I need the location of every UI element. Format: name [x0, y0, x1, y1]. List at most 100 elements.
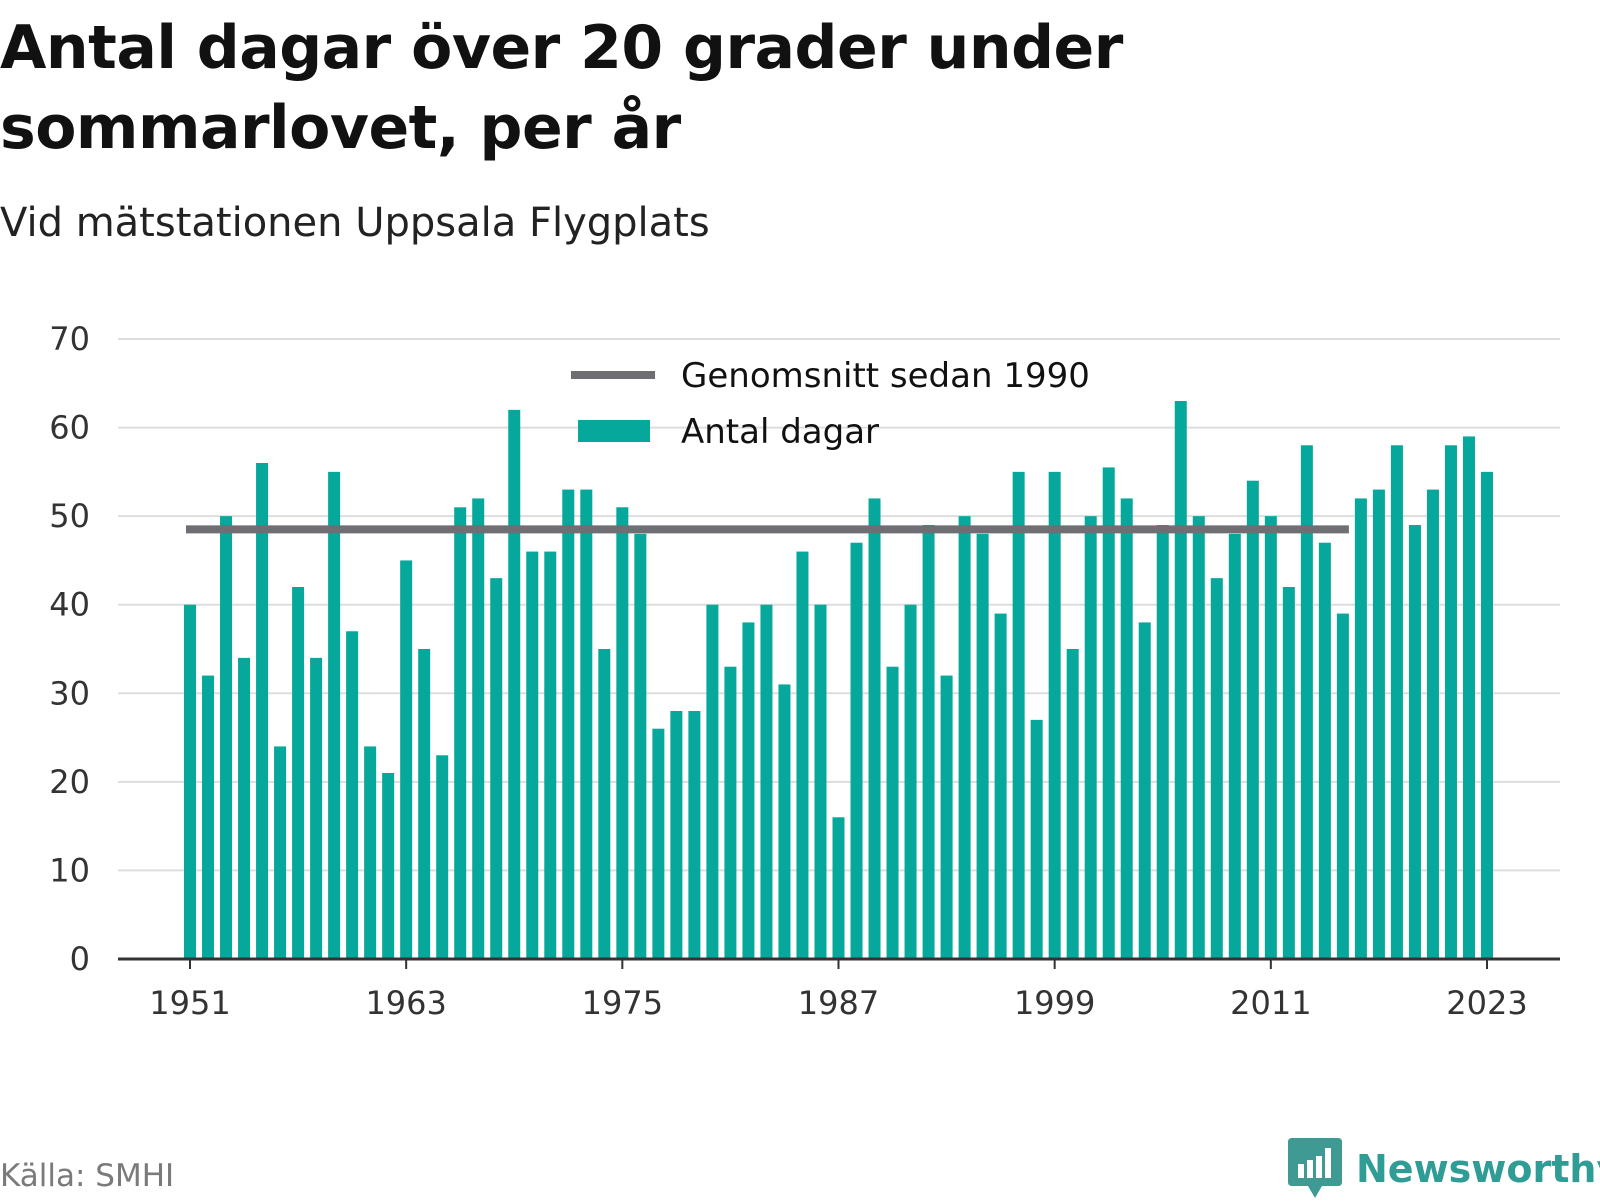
legend-average-label: Genomsnitt sedan 1990	[681, 356, 1090, 396]
bar	[688, 711, 701, 959]
bar	[1156, 525, 1169, 959]
bar	[958, 516, 971, 959]
bar	[310, 657, 323, 959]
brand-logo: Newsworthy	[1288, 1137, 1600, 1201]
bar	[454, 507, 467, 959]
x-tick-label: 1963	[365, 984, 446, 1022]
y-axis-ticks: 0 10 20 30 40 50 60 70	[49, 320, 90, 978]
x-tick-label: 1951	[149, 984, 230, 1022]
bar	[1481, 471, 1493, 959]
bar	[400, 560, 413, 959]
bar	[436, 755, 449, 959]
bar	[976, 533, 989, 959]
bar	[1012, 471, 1025, 959]
bar	[904, 604, 917, 959]
bar	[814, 604, 827, 959]
bar	[850, 542, 863, 959]
bar	[1084, 516, 1097, 959]
y-tick-label: 40	[49, 586, 90, 624]
y-tick-label: 0	[70, 940, 90, 978]
bar	[1210, 578, 1223, 959]
bar	[1066, 649, 1079, 959]
bar	[778, 684, 791, 959]
bar	[1048, 471, 1061, 959]
bar	[706, 604, 719, 959]
bar	[238, 657, 251, 959]
bar	[544, 551, 557, 959]
bar	[1426, 489, 1439, 959]
y-tick-label: 70	[49, 320, 90, 358]
bar	[1102, 467, 1115, 959]
x-axis: 1951 1963 1975 1987 1999 2011 2023	[118, 957, 1560, 1022]
legend-bar-label: Antal dagar	[681, 412, 879, 452]
bar	[1336, 613, 1349, 959]
brand-name: Newsworthy	[1356, 1147, 1600, 1191]
bar	[1462, 436, 1475, 959]
bar	[724, 666, 737, 959]
bar	[364, 746, 377, 959]
bar	[796, 551, 809, 959]
bar	[328, 471, 341, 959]
bar	[256, 463, 269, 959]
y-tick-label: 10	[49, 851, 90, 889]
bar	[274, 746, 287, 959]
bar	[868, 498, 881, 959]
bar	[562, 489, 575, 959]
bar	[598, 649, 611, 959]
bar	[1354, 498, 1367, 959]
bar	[940, 675, 953, 959]
bar	[580, 489, 593, 959]
bar	[652, 728, 665, 959]
bar	[418, 649, 431, 959]
y-tick-label: 20	[49, 763, 90, 801]
bar	[526, 551, 539, 959]
x-tick-label: 1975	[582, 984, 663, 1022]
bar	[832, 817, 845, 959]
bar-chart-speech-bubble-icon	[1288, 1138, 1342, 1198]
bar	[1372, 489, 1385, 959]
x-tick-label: 1987	[798, 984, 879, 1022]
bar	[1282, 587, 1295, 959]
bar	[886, 666, 899, 959]
bar	[1192, 516, 1205, 959]
bar	[490, 578, 503, 959]
x-tick-label: 2023	[1446, 984, 1527, 1022]
bar	[220, 516, 233, 959]
x-tick-label: 1999	[1014, 984, 1095, 1022]
bars	[184, 401, 1493, 959]
source-note: Källa: SMHI	[0, 1158, 175, 1194]
bar	[634, 533, 647, 959]
bar	[508, 409, 521, 959]
bar	[1318, 542, 1331, 959]
bar	[1228, 533, 1241, 959]
bar	[382, 773, 395, 959]
bar	[670, 711, 683, 959]
x-tick-label: 2011	[1230, 984, 1311, 1022]
y-tick-label: 60	[49, 409, 90, 447]
y-tick-label: 30	[49, 674, 90, 712]
bar	[1390, 445, 1403, 959]
bar	[1030, 719, 1043, 959]
bar	[922, 525, 935, 959]
bar	[1246, 480, 1259, 959]
bar	[616, 507, 629, 959]
bar	[472, 498, 485, 959]
bar	[1264, 516, 1277, 959]
bar	[292, 587, 305, 959]
bar	[1174, 401, 1187, 959]
bar	[202, 675, 215, 959]
bar	[742, 622, 755, 959]
y-tick-label: 50	[49, 497, 90, 535]
bar	[994, 613, 1007, 959]
chart-title: Antal dagar över 20 grader under sommarl…	[0, 13, 1123, 163]
bar	[1444, 445, 1457, 959]
bar	[1300, 445, 1313, 959]
legend-bar-swatch	[578, 420, 650, 442]
bar	[760, 604, 773, 959]
bar	[184, 604, 196, 959]
chart-subtitle: Vid mätstationen Uppsala Flygplats	[0, 200, 710, 246]
bar	[1138, 622, 1151, 959]
bar	[346, 631, 359, 959]
legend: Genomsnitt sedan 1990 Antal dagar	[571, 356, 1090, 452]
